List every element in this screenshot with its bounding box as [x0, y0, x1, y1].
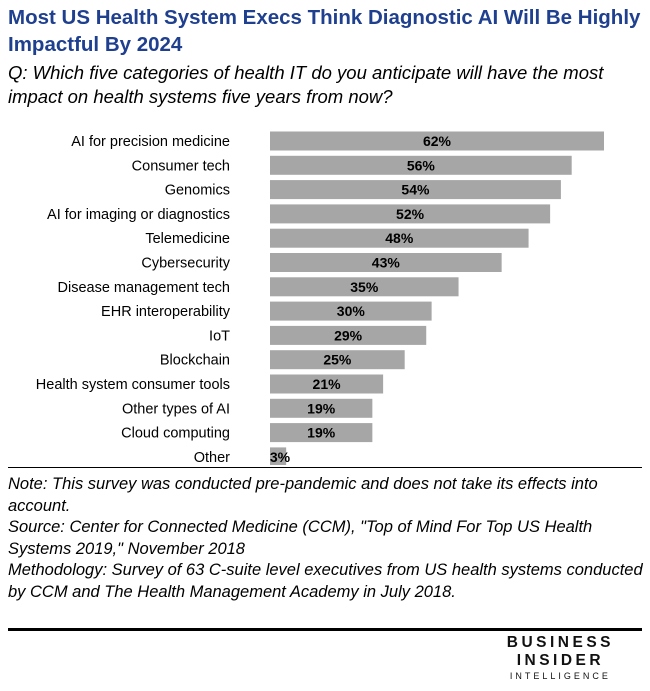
bar	[270, 228, 529, 248]
brand-line-2: INSIDER	[516, 652, 605, 669]
bar	[270, 350, 405, 370]
footer-rule	[8, 628, 642, 631]
bar	[270, 325, 427, 345]
category-label: Other	[194, 450, 230, 465]
value-label: 3%	[270, 449, 291, 465]
category-label: Cloud computing	[121, 426, 230, 442]
value-label: 35%	[350, 279, 379, 295]
category-label: Disease management tech	[58, 280, 231, 296]
brand-line-3: INTELLIGENCE	[509, 671, 611, 681]
value-label: 56%	[407, 157, 436, 173]
bar	[270, 447, 287, 465]
category-label: Consumer tech	[132, 158, 230, 174]
note-text: Note: This survey was conducted pre-pand…	[8, 475, 598, 515]
chart-title: Most US Health System Execs Think Diagno…	[8, 6, 641, 56]
bar	[270, 253, 502, 272]
category-label: Blockchain	[160, 353, 230, 369]
value-label: 25%	[323, 352, 352, 368]
bar	[270, 277, 459, 297]
bar	[270, 131, 604, 151]
category-label: AI for imaging or diagnostics	[47, 207, 230, 223]
value-label: 21%	[313, 376, 342, 392]
value-label: 48%	[385, 230, 414, 246]
category-label: Cybersecurity	[141, 256, 230, 272]
bar	[270, 204, 551, 224]
value-label: 43%	[372, 255, 401, 271]
value-label: 29%	[334, 327, 363, 343]
methodology-text: Methodology: Survey of 63 C-suite level …	[8, 561, 643, 601]
category-label: IoT	[209, 328, 230, 344]
brand-line-1: BUSINESS	[506, 634, 614, 651]
category-label: EHR interoperability	[101, 304, 231, 320]
value-label: 54%	[401, 182, 430, 198]
value-label: 52%	[396, 206, 425, 222]
value-label: 62%	[423, 133, 452, 149]
bar	[270, 301, 432, 321]
survey-question: Q: Which five categories of health IT do…	[8, 62, 604, 107]
bar	[270, 398, 373, 418]
bar	[270, 155, 572, 175]
footnotes: Note: This survey was conducted pre-pand…	[8, 474, 644, 603]
bar	[270, 180, 561, 200]
brand-logo: BUSINESS INSIDER INTELLIGENCE	[507, 634, 614, 682]
bar	[270, 423, 373, 443]
category-label: AI for precision medicine	[71, 134, 230, 150]
value-label: 30%	[337, 303, 366, 319]
source-text: Source: Center for Connected Medicine (C…	[8, 518, 593, 558]
category-label: Telemedicine	[145, 231, 230, 247]
bar	[270, 374, 384, 394]
value-label: 19%	[307, 400, 336, 416]
divider-line	[8, 467, 642, 468]
value-label: 19%	[307, 425, 336, 441]
category-label: Other types of AI	[122, 401, 230, 417]
category-label: Genomics	[165, 183, 230, 199]
category-label: Health system consumer tools	[36, 377, 230, 393]
bar-chart: AI for precision medicine 62% Consumer tec…	[36, 131, 604, 465]
